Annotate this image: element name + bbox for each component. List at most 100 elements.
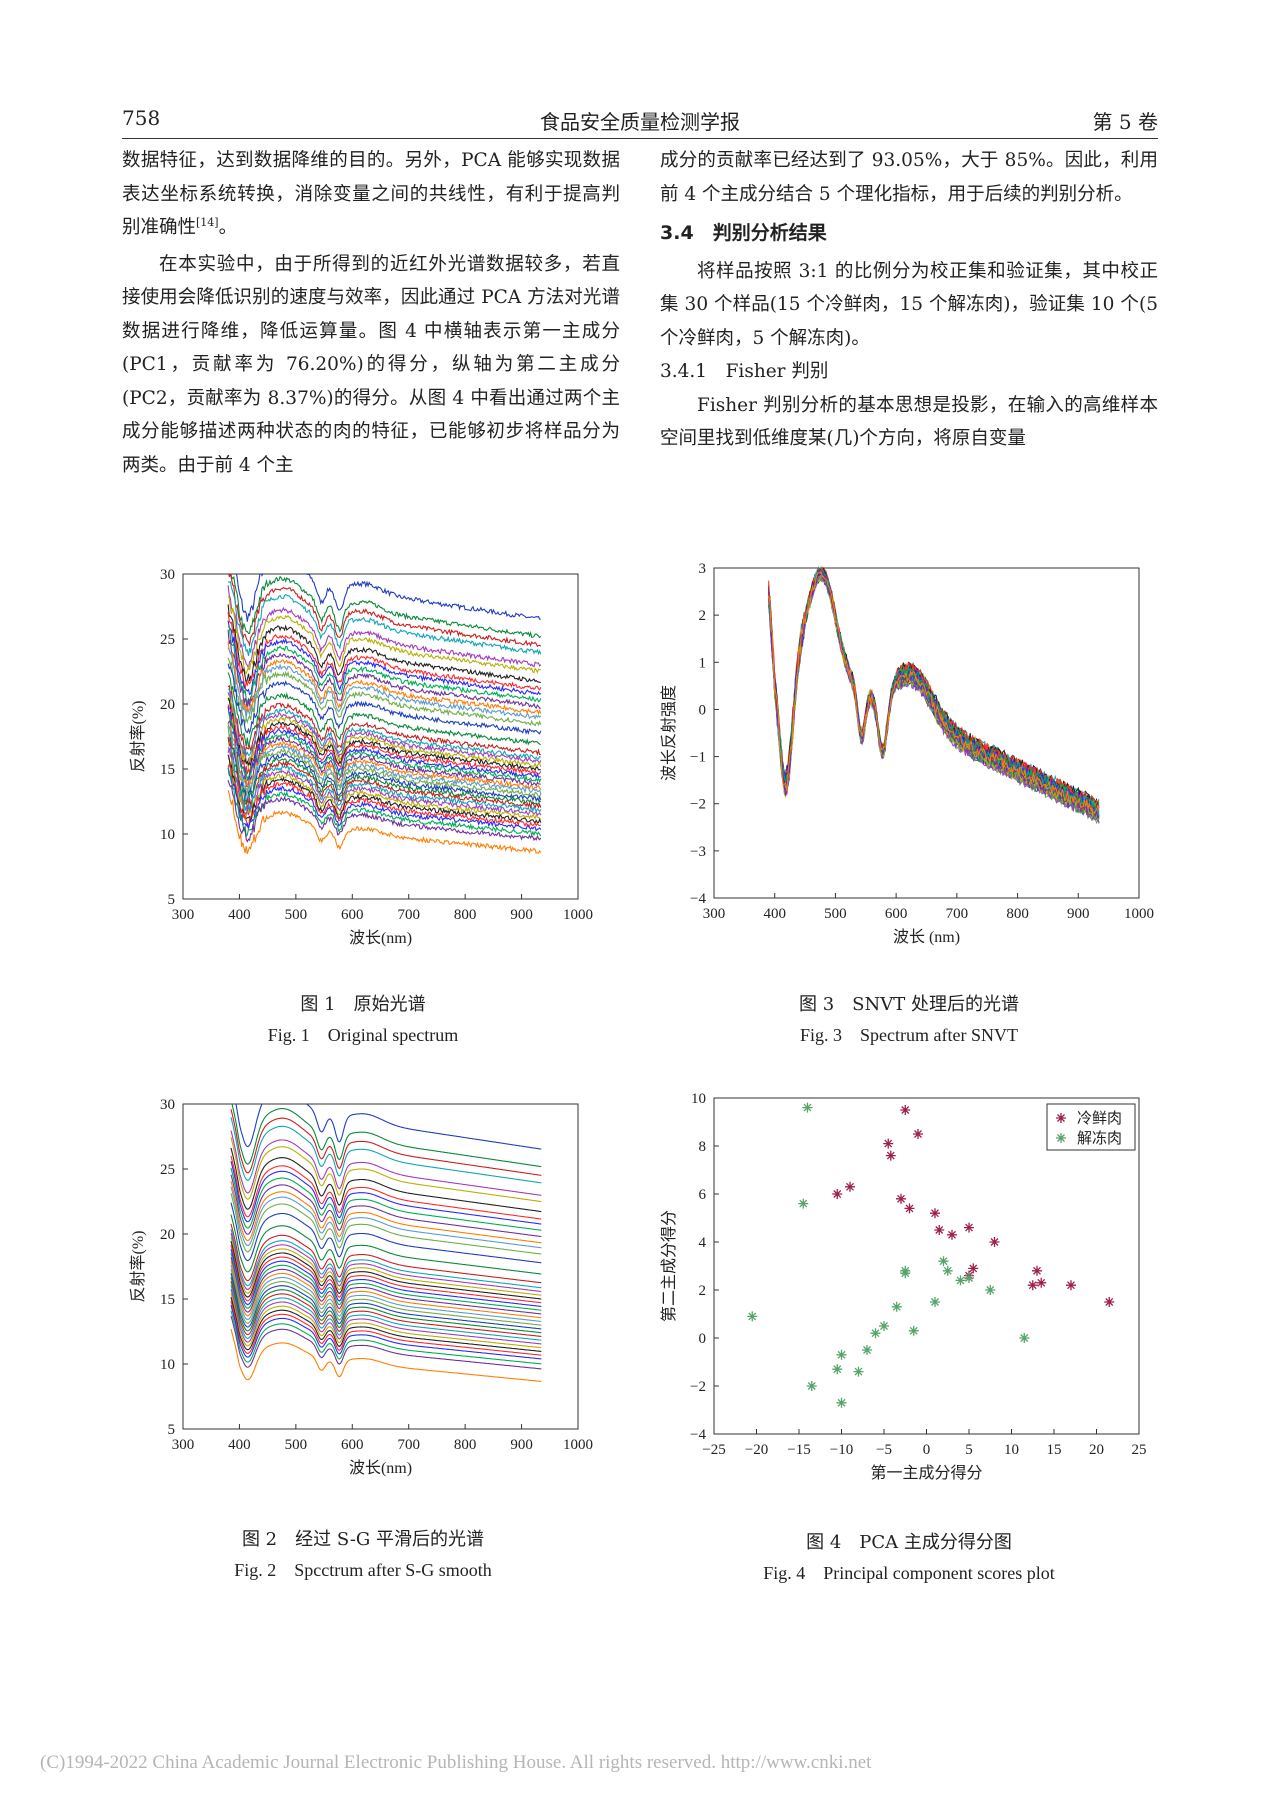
- y-axis-label: 反射率(%): [129, 701, 147, 773]
- spectrum-line: [230, 1155, 542, 1220]
- spectrum-line: [230, 1109, 542, 1176]
- spectrum-line: [227, 585, 542, 671]
- scatter-point: [853, 1366, 864, 1377]
- x-tick-label: 0: [923, 1442, 931, 1458]
- figure-2-chart: 300 400 500 600 700 800 900 1000 5 10 15 20 25 30 波长(n…: [129, 1097, 593, 1477]
- scatter-point: [1056, 1113, 1066, 1123]
- spectrum-line: [230, 1167, 542, 1231]
- spectrum-line: [227, 723, 542, 790]
- spectrum-line: [230, 1257, 542, 1315]
- left-column: 数据特征，达到数据降维的目的。另外，PCA 能够实现数据表达坐标系统转换，消除变…: [122, 144, 620, 482]
- x-tick-label: 900: [1067, 906, 1090, 922]
- spectrum-line: [230, 1137, 542, 1203]
- spectrum-line: [230, 1315, 542, 1370]
- scatter-point: [908, 1325, 919, 1336]
- y-tick-label: −3: [690, 844, 706, 860]
- right-column: 成分的贡献率已经达到了 93.05%，大于 85%。因此，利用前 4 个主成分结…: [660, 144, 1158, 456]
- spectrum-line: [230, 1297, 542, 1352]
- spectrum-line: [230, 1181, 542, 1244]
- x-tick-label: 500: [285, 1437, 308, 1453]
- y-tick-label: 30: [160, 1097, 175, 1113]
- spectrum-line: [230, 1214, 542, 1275]
- spectrum-line: [227, 790, 542, 855]
- spectrum-line: [227, 629, 541, 711]
- spectrum-line: [230, 1293, 542, 1349]
- spectrum-line: [768, 566, 1100, 810]
- series-group: [230, 1104, 542, 1382]
- x-tick-label: 700: [397, 907, 420, 923]
- spectrum-line: [230, 1329, 542, 1382]
- series-thawed: [747, 1102, 1030, 1408]
- journal-name: 食品安全质量检测学报: [540, 110, 740, 134]
- x-axis-label: 第一主成分得分: [870, 1464, 982, 1482]
- spectrum-line: [230, 1269, 542, 1326]
- scatter-point: [942, 1265, 953, 1276]
- y-tick-label: 1: [699, 655, 707, 671]
- scatter-point: [836, 1397, 847, 1408]
- y-tick-label: 25: [160, 1162, 175, 1178]
- scatter-point: [832, 1364, 843, 1375]
- section-number: 3.4: [660, 222, 694, 244]
- scatter-point: [938, 1256, 949, 1267]
- spectrum-line: [230, 1229, 542, 1289]
- spectrum-line: [768, 566, 1100, 813]
- spectrum-line: [227, 754, 542, 825]
- spectrum-line: [768, 566, 1100, 809]
- spectrum-line: [227, 726, 542, 799]
- spectrum-line: [227, 620, 542, 696]
- spectrum-line: [227, 767, 542, 832]
- plot-frame: [182, 573, 579, 900]
- spectrum-line: [227, 738, 542, 806]
- scatter-point: [930, 1297, 940, 1307]
- figure-1-caption: 图 1 原始光谱 Fig. 1 Original spectrum: [118, 990, 608, 1050]
- x-tick-label: −10: [830, 1442, 853, 1458]
- spectrum-line: [230, 1161, 542, 1225]
- spectrum-line: [227, 706, 541, 781]
- spectrum-line: [230, 1186, 542, 1249]
- x-tick-label: 400: [228, 1437, 251, 1453]
- right-paragraph-2: 将样品按照 3:1 的比例分为校正集和验证集，其中校正集 30 个样品(15 个…: [660, 260, 1158, 349]
- spectrum-line: [227, 688, 542, 760]
- y-tick-label: 5: [168, 892, 176, 908]
- spectrum-line: [230, 1301, 542, 1356]
- x-tick-label: −20: [745, 1442, 768, 1458]
- scatter-point: [913, 1129, 923, 1139]
- x-axis-label: 波长(nm): [349, 929, 412, 947]
- spectrum-line: [230, 1305, 542, 1360]
- scatter-point: [870, 1328, 881, 1339]
- spectrum-line: [227, 757, 542, 822]
- scatter-point: [845, 1181, 855, 1192]
- scatter-point: [964, 1273, 974, 1283]
- x-tick-label: 5: [965, 1442, 973, 1458]
- citation-ref[interactable]: [14]: [196, 215, 219, 229]
- series-group: [227, 574, 542, 855]
- scatter-point: [900, 1268, 911, 1279]
- x-tick-label: 500: [285, 907, 308, 923]
- x-axis-label: 波长(nm): [349, 1459, 412, 1477]
- spectrum-line: [227, 604, 541, 684]
- scatter-point: [1032, 1265, 1042, 1276]
- x-tick-label: 300: [703, 906, 726, 922]
- spectrum-line: [768, 567, 1100, 812]
- spectrum-line: [230, 1241, 542, 1300]
- scatter-point: [968, 1263, 979, 1274]
- scatter-point: [1036, 1277, 1047, 1288]
- spectrum-line: [227, 767, 542, 838]
- scatter-point: [798, 1198, 809, 1209]
- volume-number: 第 5 卷: [1092, 110, 1158, 134]
- spectrum-line: [768, 567, 1100, 806]
- scatter-point: [836, 1349, 847, 1360]
- spectrum-line: [230, 1289, 542, 1345]
- left-p1-end: 。: [218, 217, 238, 238]
- x-tick-label: 500: [824, 906, 847, 922]
- y-tick-label: 0: [699, 702, 707, 718]
- spectrum-line: [227, 581, 542, 657]
- scatter-point: [896, 1193, 906, 1204]
- scatter-point: [862, 1345, 872, 1355]
- spectrum-line: [230, 1285, 542, 1341]
- legend-box: [1046, 1103, 1136, 1151]
- spectrum-line: [228, 626, 542, 706]
- figure-2-caption-cn: 图 2 经过 S-G 平滑后的光谱: [241, 1529, 485, 1550]
- spectrum-line: [230, 1253, 542, 1311]
- spectrum-line: [768, 569, 1100, 811]
